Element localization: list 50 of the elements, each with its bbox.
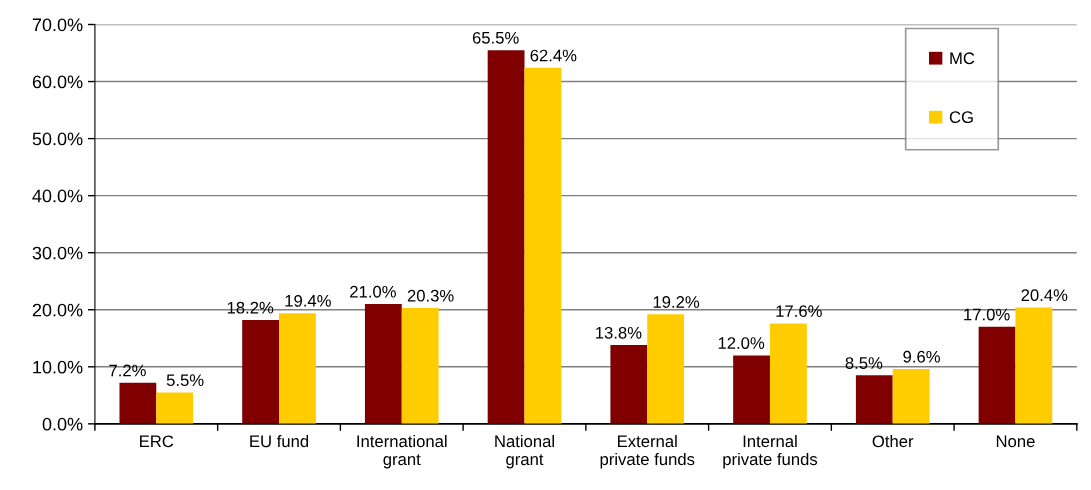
bar bbox=[401, 308, 439, 424]
y-tick-label: 50.0% bbox=[32, 132, 83, 146]
bar bbox=[487, 50, 525, 424]
bar bbox=[769, 323, 807, 424]
data-label: 17.6% bbox=[776, 305, 822, 318]
bar bbox=[364, 304, 402, 424]
bar bbox=[242, 320, 280, 424]
x-tick-label: ERC bbox=[140, 435, 174, 448]
data-label: 20.3% bbox=[407, 289, 454, 302]
bar bbox=[610, 345, 648, 424]
data-label: 65.5% bbox=[472, 31, 519, 44]
bar bbox=[119, 382, 157, 424]
data-label: 20.4% bbox=[1021, 289, 1068, 302]
bar bbox=[892, 369, 930, 424]
y-tick-label: 10.0% bbox=[33, 360, 83, 374]
data-label: 19.4% bbox=[285, 294, 331, 307]
x-tick-label: Internal private funds bbox=[723, 434, 818, 469]
bar bbox=[279, 313, 316, 424]
data-label: 19.2% bbox=[653, 296, 700, 308]
data-label: 21.0% bbox=[350, 285, 396, 298]
x-tick-label: External private funds bbox=[600, 434, 695, 469]
bar bbox=[156, 392, 194, 424]
y-tick-label: 30.0% bbox=[32, 246, 83, 260]
y-tick-label: 0.0% bbox=[42, 417, 83, 431]
bar bbox=[978, 326, 1016, 424]
bar bbox=[647, 314, 685, 424]
x-tick-label: International grant bbox=[357, 434, 447, 469]
bar bbox=[733, 355, 770, 424]
data-label: 18.2% bbox=[227, 301, 274, 314]
data-label: 7.2% bbox=[109, 364, 146, 377]
y-tick-label: 20.0% bbox=[32, 303, 83, 317]
bar bbox=[855, 375, 893, 424]
x-tick-label: EU fund bbox=[250, 434, 309, 448]
y-tick-label: 60.0% bbox=[32, 75, 83, 89]
x-tick-label: Other bbox=[872, 434, 914, 448]
data-label: 9.6% bbox=[903, 350, 940, 363]
x-tick-label: National grant bbox=[495, 434, 554, 469]
data-label: 17.0% bbox=[964, 308, 1010, 321]
bar bbox=[1015, 307, 1053, 424]
legend-label: CG bbox=[949, 111, 973, 124]
bar bbox=[524, 67, 562, 424]
y-tick-label: 70.0% bbox=[32, 18, 83, 32]
data-label: 5.5% bbox=[166, 374, 204, 387]
data-label: 62.4% bbox=[530, 49, 577, 62]
y-tick-label: 40.0% bbox=[32, 189, 83, 203]
data-label: 12.0% bbox=[718, 337, 765, 349]
x-tick-label: None bbox=[996, 435, 1035, 448]
data-label: 13.8% bbox=[596, 326, 642, 339]
data-label: 8.5% bbox=[845, 357, 883, 369]
legend-label: MC bbox=[950, 52, 975, 65]
